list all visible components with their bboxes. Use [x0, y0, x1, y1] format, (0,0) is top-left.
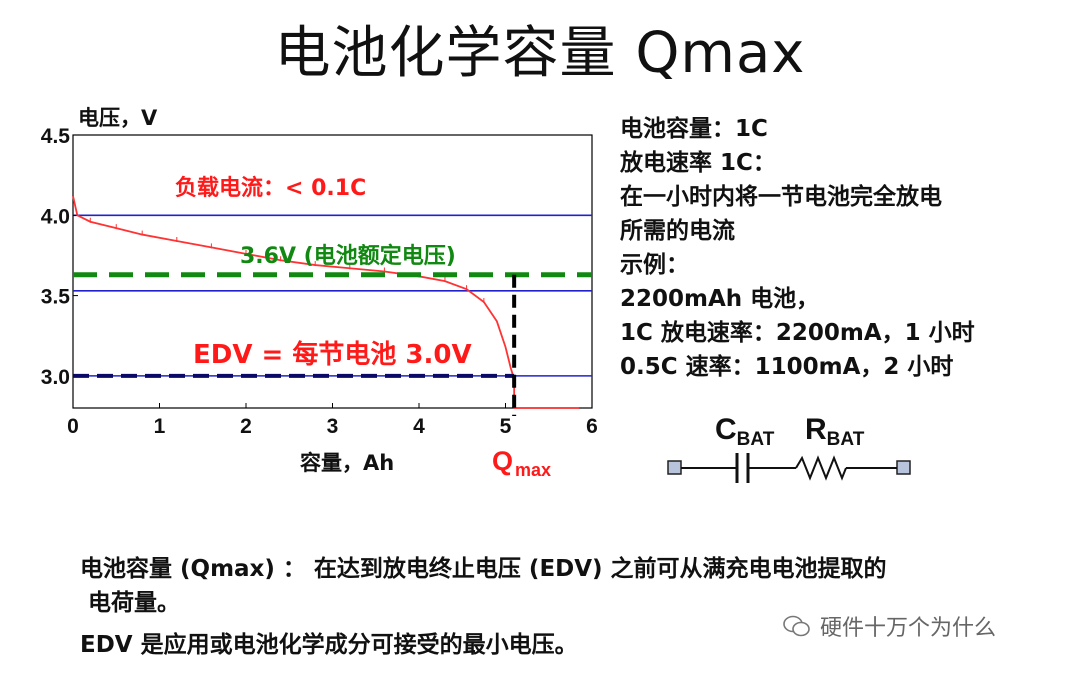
resistor-zigzag-icon	[795, 455, 847, 481]
x-axis-label: 容量，Ah	[300, 451, 394, 475]
capacitor-label: C	[715, 413, 737, 446]
svg-text:CBAT: CBAT	[715, 413, 775, 450]
page-title: 电池化学容量 Qmax	[274, 21, 806, 86]
x-tick-label-6: 6	[586, 415, 598, 438]
x-tick-label-5: 5	[500, 415, 512, 438]
right-line-8: 0.5C 速率：1100mA，2 小时	[620, 354, 954, 380]
plot-frame	[72, 134, 593, 409]
x-tick-label-0: 0	[67, 415, 79, 438]
capacity-explanation: 电池容量：1C 放电速率 1C： 在一小时内将一节电池完全放电 所需的电流 示例…	[620, 112, 1060, 384]
right-line-1: 电池容量：1C	[620, 116, 768, 142]
load-current-annotation: 负载电流：< 0.1C	[175, 175, 366, 201]
definition-line-3: EDV 是应用或电池化学成分可接受的最小电压。	[80, 632, 578, 658]
edv-annotation: EDV = 每节电池 3.0V	[193, 339, 472, 370]
y-tick-label-2: 3.5	[41, 286, 71, 309]
svg-text:RBAT: RBAT	[805, 413, 865, 450]
rated-voltage-annotation: 3.6V (电池额定电压)	[240, 243, 456, 269]
right-line-3: 在一小时内将一节电池完全放电	[620, 184, 942, 210]
terminal-right-icon	[896, 460, 911, 475]
y-tick-label-0: 4.5	[41, 125, 71, 148]
definition-line-2: 电荷量。	[88, 590, 180, 616]
battery-model-circuit: CBAT RBAT	[667, 413, 911, 483]
right-line-5: 示例：	[620, 252, 689, 278]
x-tick-label-4: 4	[413, 415, 425, 438]
wechat-icon	[783, 615, 810, 637]
discharge-curve	[72, 195, 580, 409]
watermark: 硬件十万个为什么	[782, 610, 996, 642]
terminal-left-icon	[667, 460, 682, 475]
resistor-label-sub: BAT	[827, 429, 865, 450]
y-tick-label-3: 3.0	[41, 366, 70, 389]
qmax-label: Q	[492, 446, 513, 476]
right-line-6: 2200mAh 电池，	[620, 286, 820, 312]
definition-text: 电池容量 (Qmax) ： 在达到放电终止电压 (EDV) 之前可从满充电电池提…	[80, 552, 1040, 662]
definition-line-1: 电池容量 (Qmax) ： 在达到放电终止电压 (EDV) 之前可从满充电电池提…	[80, 556, 887, 582]
x-tick-label-3: 3	[327, 415, 339, 438]
discharge-chart: 4.5 4.0 3.5 3.0 0 1 2 3 4 5 6 电压，V 容量，Ah 负载电流：< 0.1C 3…	[41, 106, 598, 480]
watermark-text: 硬件十万个为什么	[820, 616, 997, 641]
capacitor-label-sub: BAT	[737, 429, 775, 450]
y-tick-label-1: 4.0	[41, 205, 70, 228]
x-tick-label-1: 1	[154, 415, 166, 438]
qmax-label-sub: max	[515, 460, 551, 480]
x-tick-label-2: 2	[240, 415, 252, 438]
right-line-4: 所需的电流	[620, 218, 735, 244]
right-line-7: 1C 放电速率：2200mA，1 小时	[620, 320, 975, 346]
resistor-label: R	[805, 413, 827, 446]
y-axis-label: 电压，V	[78, 106, 158, 130]
right-line-2: 放电速率 1C：	[620, 150, 776, 176]
